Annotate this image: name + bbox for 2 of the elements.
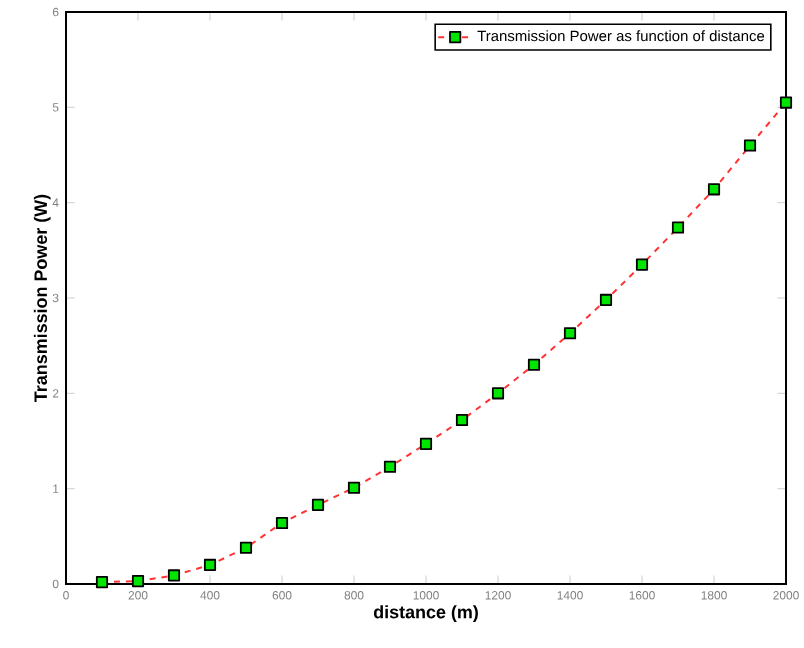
y-axis-title: Transmission Power (W) [33, 194, 51, 402]
x-axis-title: distance (m) [373, 605, 478, 622]
